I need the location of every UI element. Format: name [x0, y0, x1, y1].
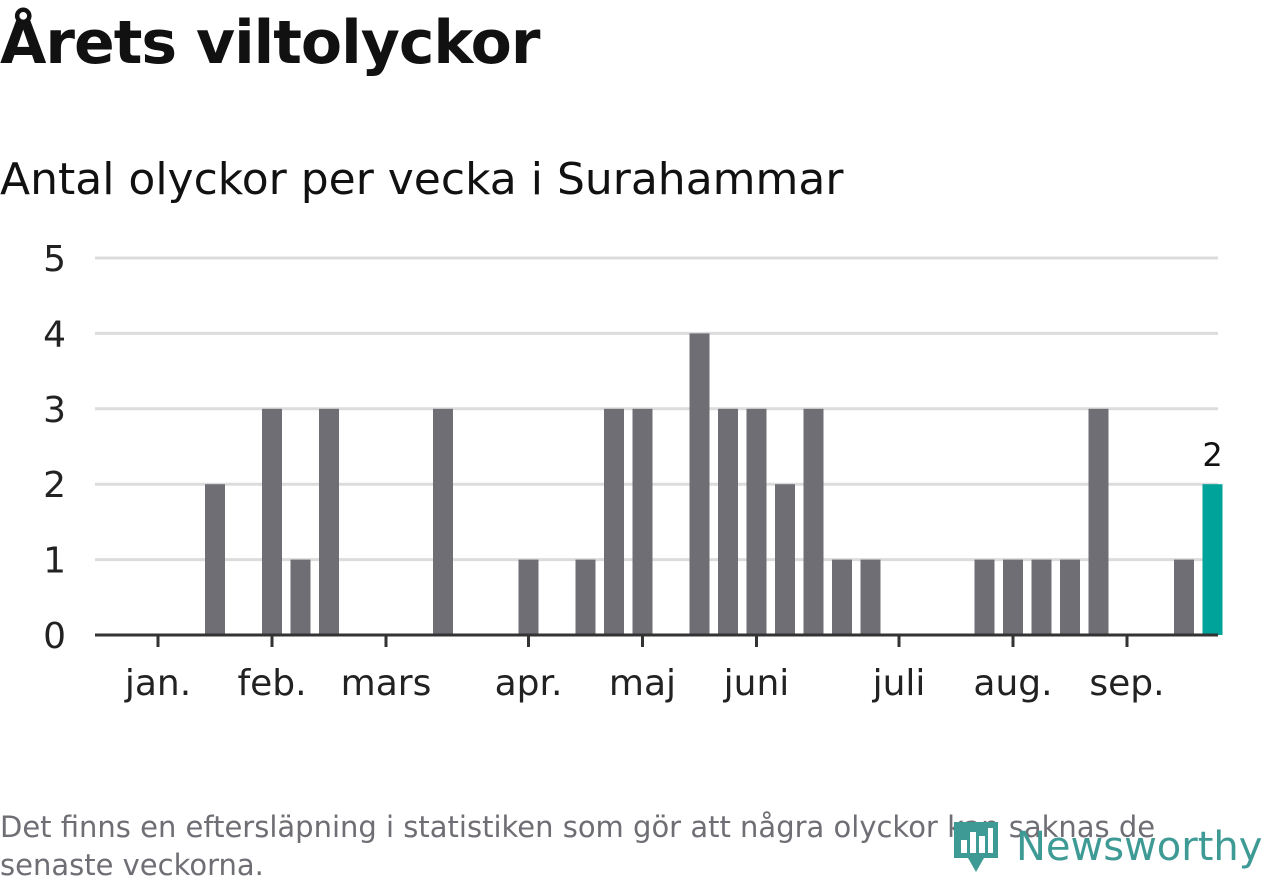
y-tick-label: 4	[43, 314, 66, 355]
bar	[1088, 408, 1109, 635]
bar	[832, 559, 852, 635]
bar	[860, 559, 881, 635]
y-tick-label: 0	[43, 616, 66, 657]
x-axis: jan. feb. mars apr. maj juni juli aug. sep.	[95, 633, 1218, 704]
y-tick-label: 5	[43, 239, 66, 280]
bar	[632, 408, 653, 635]
x-tick-label: mars	[341, 663, 432, 704]
bar	[775, 484, 795, 635]
x-tick-label: aug.	[973, 663, 1052, 704]
data-label: 2	[1202, 436, 1222, 474]
bar	[974, 559, 995, 635]
chart-title: Årets viltolyckor	[0, 8, 540, 78]
x-tick-label: apr.	[495, 663, 563, 704]
chart-subtitle: Antal olyckor per vecka i Surahammar	[0, 154, 844, 205]
bar-chart-logo-icon	[954, 822, 998, 872]
highlighted-bar	[1202, 484, 1223, 635]
bar	[803, 408, 824, 635]
bar	[205, 484, 225, 635]
y-axis: 0 1 2 3 4 5	[43, 239, 66, 657]
data-labels: 2	[1202, 436, 1222, 474]
bar	[319, 408, 339, 635]
bar	[1031, 559, 1052, 635]
bar	[575, 559, 596, 635]
x-tick-label: juni	[723, 663, 790, 704]
bar	[1174, 559, 1194, 635]
x-tick-label: sep.	[1089, 663, 1164, 704]
x-tick-label: juli	[872, 663, 926, 704]
bar	[518, 559, 539, 635]
bar	[718, 408, 738, 635]
y-tick-label: 2	[43, 465, 66, 506]
bars	[205, 333, 1223, 635]
brand-name: Newsworthy	[1016, 824, 1262, 870]
x-tick-label: feb.	[237, 663, 306, 704]
bar	[746, 408, 767, 635]
bar-chart: 0 1 2 3 4 5 jan. feb. mars apr. maj juni juli aug. se…	[43, 239, 1223, 704]
x-tick-label: jan.	[124, 663, 191, 704]
bar	[1060, 559, 1080, 635]
bar	[433, 408, 453, 635]
newsworthy-logo[interactable]: Newsworthy	[950, 818, 1262, 876]
x-tick-label: maj	[609, 663, 676, 704]
y-tick-label: 3	[43, 390, 66, 431]
gridlines	[95, 256, 1218, 562]
y-tick-label: 1	[43, 541, 66, 582]
bar	[604, 408, 624, 635]
bar	[689, 333, 710, 635]
bar	[290, 559, 311, 635]
bar	[262, 408, 282, 635]
bar	[1003, 559, 1023, 635]
